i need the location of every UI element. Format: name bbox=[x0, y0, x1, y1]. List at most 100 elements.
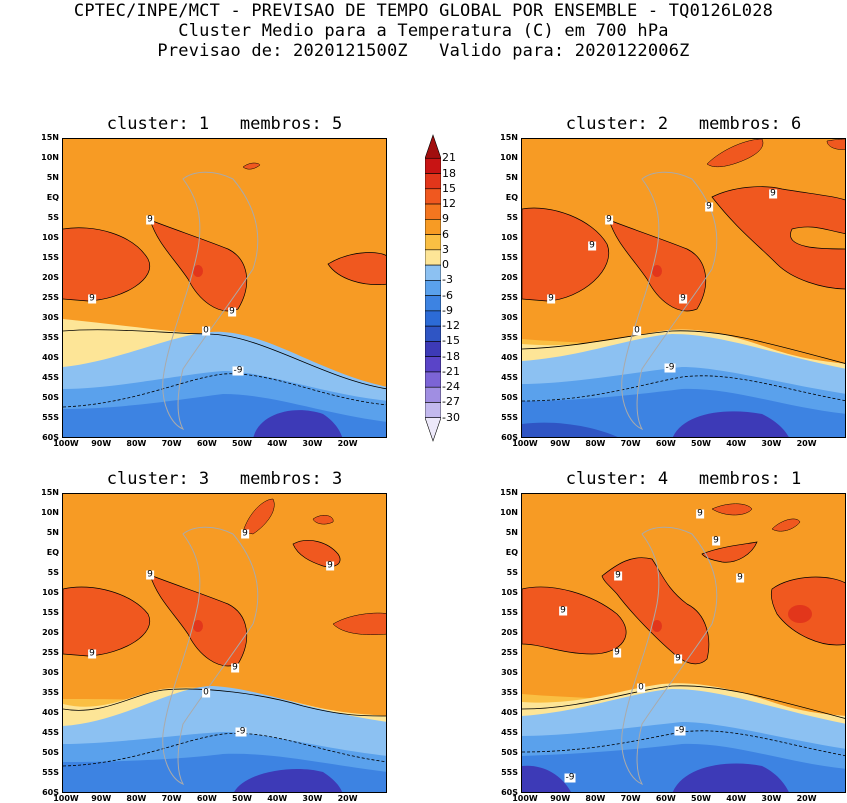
lat-tick-label: 5N bbox=[505, 528, 518, 537]
colorbar-label: -15 bbox=[442, 334, 460, 348]
temperature-map: 9 9 9 0 -9 bbox=[62, 138, 387, 438]
colorbar-swatch bbox=[425, 264, 441, 281]
lon-tick-label: 30W bbox=[302, 794, 323, 803]
lat-tick-label: 40S bbox=[501, 353, 518, 362]
lat-tick-label: 45S bbox=[501, 728, 518, 737]
lat-tick-label: 20S bbox=[501, 628, 518, 637]
colorbar-label: -9 bbox=[442, 303, 453, 317]
colorbar-label: -12 bbox=[442, 319, 460, 333]
colorbar-swatch bbox=[425, 173, 441, 190]
lat-tick-label: 45S bbox=[42, 373, 59, 382]
colorbar-label: 21 bbox=[442, 151, 456, 165]
lon-tick-label: 70W bbox=[161, 794, 182, 803]
contour-label: 9 bbox=[705, 201, 713, 212]
colorbar-swatch bbox=[425, 417, 441, 442]
lon-tick-label: 100W bbox=[53, 794, 79, 803]
panel-title: cluster: 4 membros: 1 bbox=[565, 469, 802, 489]
lat-tick-label: 40S bbox=[42, 708, 59, 717]
lon-tick-label: 50W bbox=[232, 439, 252, 448]
contour-label: -9 bbox=[664, 362, 676, 373]
lat-tick-label: EQ bbox=[505, 548, 518, 557]
contour-label: 9 bbox=[588, 240, 596, 251]
lat-tick-label: 10S bbox=[501, 233, 518, 242]
lat-tick-label: 35S bbox=[42, 688, 59, 697]
contour-label: -9 bbox=[232, 365, 244, 376]
colorbar-label: -18 bbox=[442, 349, 460, 363]
colorbar-swatch bbox=[425, 249, 441, 266]
lon-tick-label: 50W bbox=[691, 439, 711, 448]
lat-tick-label: 45S bbox=[501, 373, 518, 382]
contour-label: 9 bbox=[674, 653, 682, 664]
lat-tick-label: 50S bbox=[42, 393, 59, 402]
lon-tick-label: 90W bbox=[550, 439, 571, 448]
temperature-map: 9 9 9 9 9 0 -9 bbox=[62, 493, 387, 793]
colorbar-swatch bbox=[425, 280, 441, 296]
colorbar-swatch bbox=[425, 371, 441, 388]
map-panel-4: cluster: 4 membros: 1 9 9 9 9 9 9 9 0 -9 -9 15N 10… bbox=[500, 469, 846, 803]
lat-tick-label: 30S bbox=[42, 668, 59, 677]
colorbar-swatch bbox=[425, 402, 441, 419]
lat-tick-label: 55S bbox=[501, 768, 518, 777]
lat-tick-label: 15S bbox=[42, 608, 59, 617]
contour-label: 9 bbox=[228, 306, 236, 317]
contour-label: 9 bbox=[146, 569, 154, 580]
lat-tick-label: 60S bbox=[501, 788, 518, 797]
lat-tick-label: 5N bbox=[46, 528, 59, 537]
lon-tick-label: 80W bbox=[126, 439, 147, 448]
lat-tick-label: 5N bbox=[505, 173, 518, 182]
contour-label: 9 bbox=[326, 560, 334, 571]
contour-label: -9 bbox=[235, 726, 247, 737]
colorbar-label: -30 bbox=[442, 410, 460, 424]
map-panel-1: cluster: 1 membros: 5 9 9 9 0 -9 15N 10N 5N EQ 5… bbox=[41, 114, 387, 448]
lat-tick-label: 10S bbox=[42, 588, 59, 597]
contour-label: 9 bbox=[241, 528, 249, 539]
lon-tick-label: 40W bbox=[267, 794, 288, 803]
map-panel-3: cluster: 3 membros: 3 9 9 9 9 9 0 -9 15N 10N 5N E… bbox=[41, 469, 387, 803]
colorbar-label: 18 bbox=[442, 166, 456, 180]
lon-tick-label: 90W bbox=[550, 794, 571, 803]
map-panel-2: cluster: 2 membros: 6 9 9 9 9 9 9 0 -9 15N 10N 5N… bbox=[500, 114, 846, 448]
lon-tick-label: 30W bbox=[302, 439, 323, 448]
lat-tick-label: 35S bbox=[501, 333, 518, 342]
colorbar-label: 9 bbox=[442, 212, 449, 226]
lon-tick-label: 20W bbox=[796, 794, 817, 803]
title-line-2: Cluster Medio para a Temperatura (C) em … bbox=[178, 21, 669, 41]
lat-tick-label: 25S bbox=[501, 293, 518, 302]
temperature-map: 9 9 9 9 9 9 0 -9 bbox=[521, 138, 846, 438]
lat-tick-label: 25S bbox=[42, 648, 59, 657]
lat-tick-label: 60S bbox=[42, 788, 59, 797]
colorbar-swatch bbox=[425, 310, 441, 327]
panel-title: cluster: 1 membros: 5 bbox=[106, 114, 343, 134]
colorbar-label: 6 bbox=[442, 227, 449, 241]
lat-tick-label: 60S bbox=[501, 433, 518, 442]
lon-tick-label: 60W bbox=[655, 439, 676, 448]
lat-tick-label: 10N bbox=[41, 153, 59, 162]
lon-tick-label: 40W bbox=[726, 794, 747, 803]
contour-label: 9 bbox=[559, 605, 567, 616]
colorbar-label: 3 bbox=[442, 242, 449, 256]
contour-label: 9 bbox=[146, 214, 154, 225]
lat-tick-label: 35S bbox=[501, 688, 518, 697]
colorbar-label: -6 bbox=[442, 288, 453, 302]
lat-tick-label: 10N bbox=[500, 508, 518, 517]
colorbar-label: -3 bbox=[442, 273, 453, 287]
lon-tick-label: 100W bbox=[53, 439, 79, 448]
lon-tick-label: 80W bbox=[585, 439, 606, 448]
contour-label: 9 bbox=[712, 535, 720, 546]
lon-tick-label: 90W bbox=[91, 439, 112, 448]
lat-tick-label: 35S bbox=[42, 333, 59, 342]
lat-tick-label: 5S bbox=[47, 213, 59, 222]
lon-tick-label: 70W bbox=[161, 439, 182, 448]
lat-tick-label: 50S bbox=[501, 393, 518, 402]
colorbar-swatch bbox=[425, 203, 441, 220]
lon-tick-label: 50W bbox=[691, 794, 711, 803]
lon-tick-label: 20W bbox=[796, 439, 817, 448]
lat-tick-label: 15S bbox=[42, 253, 59, 262]
lat-tick-label: 10N bbox=[41, 508, 59, 517]
contour-label: -9 bbox=[674, 725, 686, 736]
lat-tick-label: EQ bbox=[505, 193, 518, 202]
contour-label: 0 bbox=[202, 687, 210, 698]
lat-tick-label: 5S bbox=[47, 568, 59, 577]
lat-tick-label: 15N bbox=[500, 133, 518, 142]
colorbar-swatch bbox=[425, 157, 441, 174]
